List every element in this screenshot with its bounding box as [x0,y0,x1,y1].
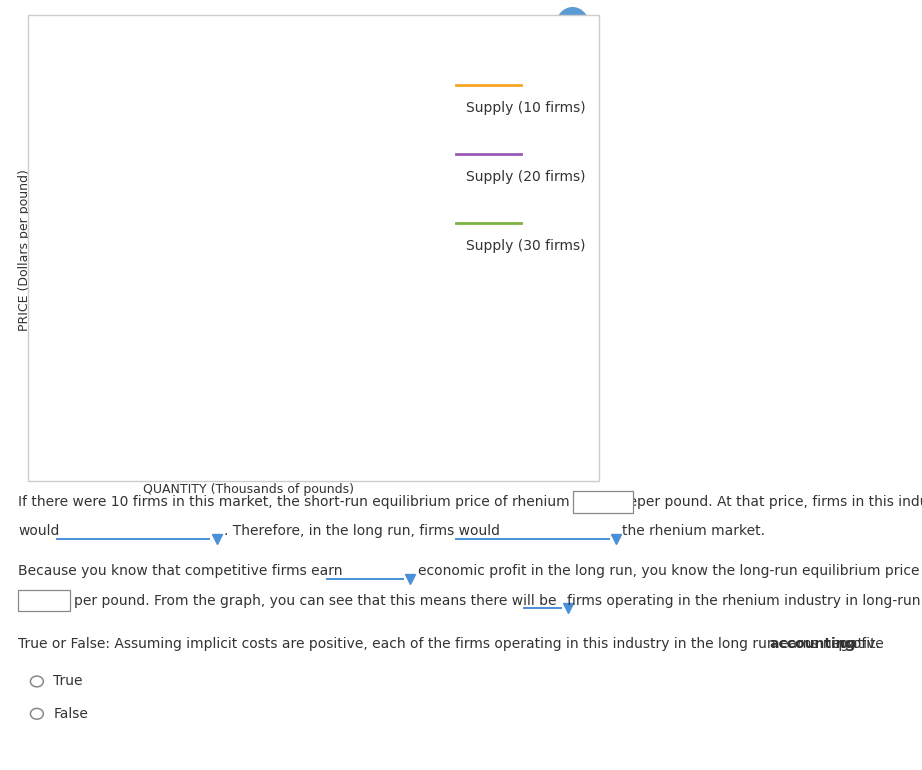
Text: True or False: Assuming implicit costs are positive, each of the firms operating: True or False: Assuming implicit costs a… [18,638,889,651]
Text: True: True [53,675,83,688]
Text: economic profit in the long run, you know the long-run equilibrium price must be: economic profit in the long run, you kno… [418,564,922,578]
Text: per pound. From the graph, you can see that this means there will be: per pound. From the graph, you can see t… [74,594,556,608]
Text: Because you know that competitive firms earn: Because you know that competitive firms … [18,564,343,578]
Text: profit.: profit. [834,638,881,651]
Text: accounting: accounting [769,638,856,651]
Text: . Therefore, in the long run, firms would: . Therefore, in the long run, firms woul… [224,524,500,538]
Text: $: $ [580,496,587,508]
Text: Supply (30 firms): Supply (30 firms) [466,239,585,253]
Text: $: $ [25,594,32,607]
Text: False: False [53,707,89,721]
Circle shape [557,8,588,43]
Y-axis label: PRICE (Dollars per pound): PRICE (Dollars per pound) [18,169,31,331]
X-axis label: QUANTITY (Thousands of pounds): QUANTITY (Thousands of pounds) [144,484,354,497]
Text: firms operating in the rhenium industry in long-run equilibrium.: firms operating in the rhenium industry … [567,594,922,608]
Text: ?: ? [568,17,577,35]
Text: Supply (20 firms): Supply (20 firms) [466,170,585,184]
Text: Demand: Demand [147,313,203,326]
Text: If there were 10 firms in this market, the short-run equilibrium price of rheniu: If there were 10 firms in this market, t… [18,495,638,509]
Text: would: would [18,524,60,538]
Text: the rhenium market.: the rhenium market. [622,524,765,538]
Text: per pound. At that price, firms in this industry: per pound. At that price, firms in this … [637,495,922,509]
Text: Supply (10 firms): Supply (10 firms) [466,101,585,115]
